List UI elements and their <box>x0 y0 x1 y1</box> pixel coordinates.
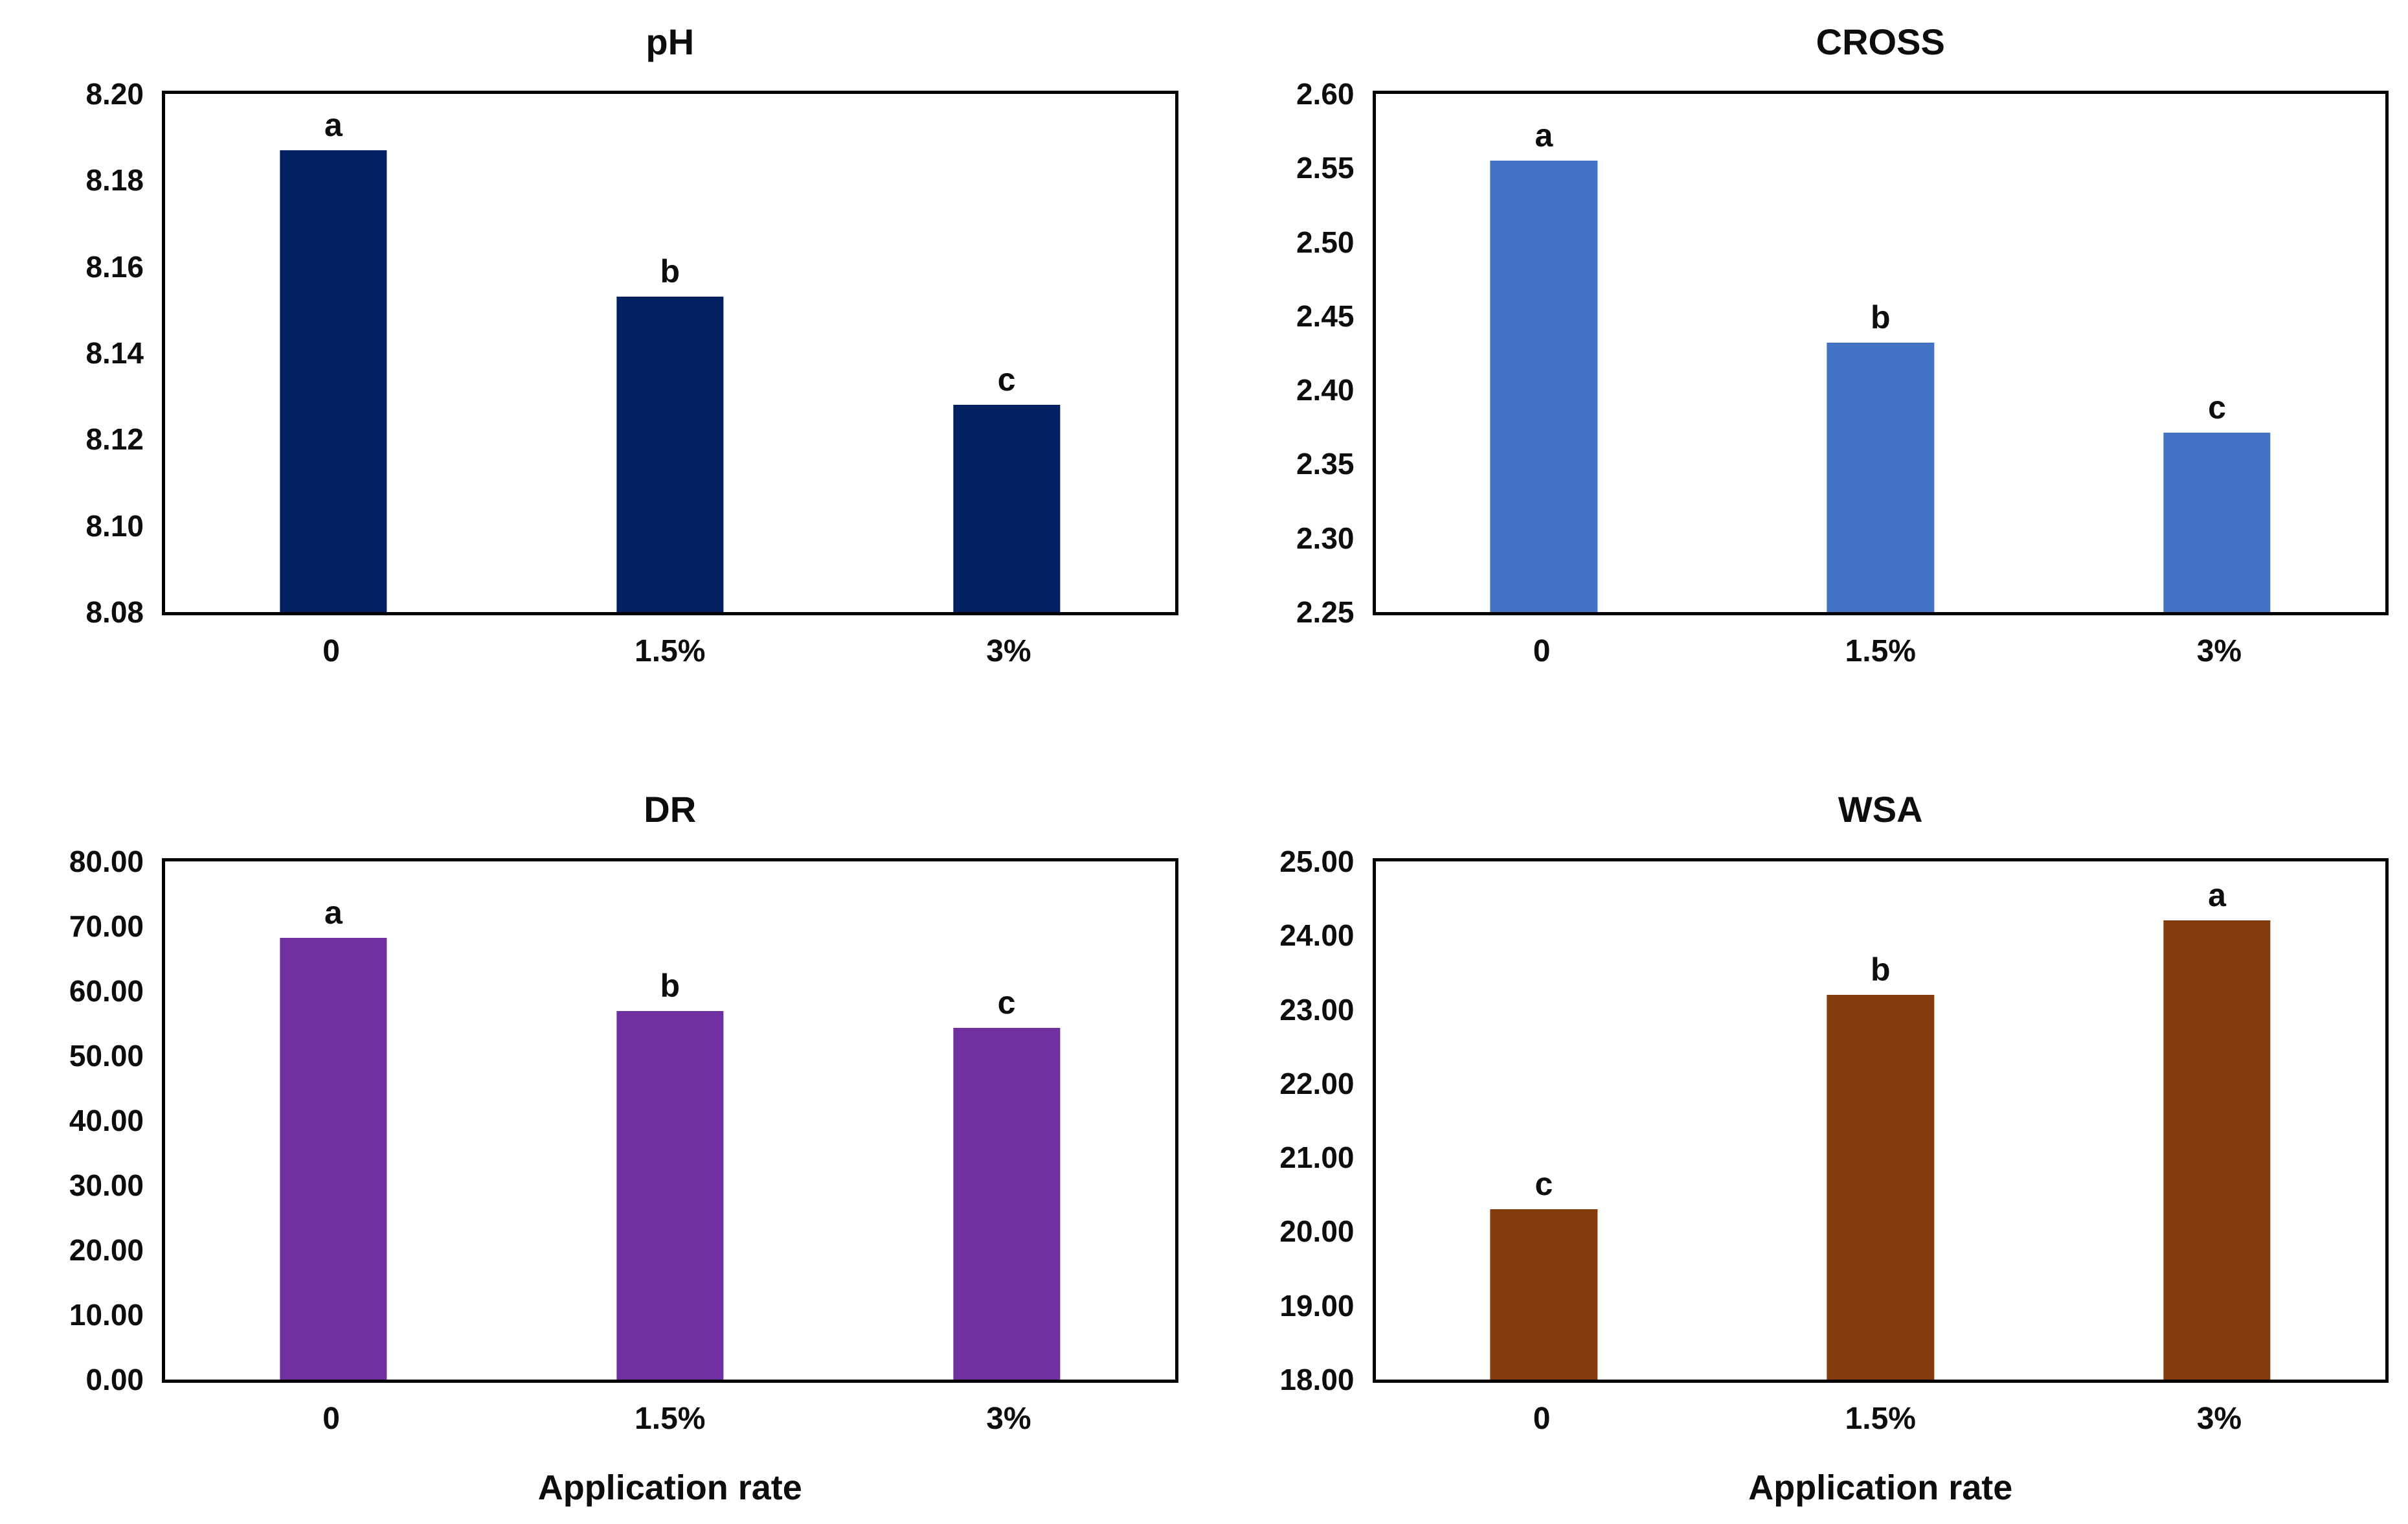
x-axis-tick-labels: 0 1.5% 3% <box>162 1401 1178 1437</box>
y-tick-label: 70.00 <box>69 909 144 943</box>
x-axis-tick-labels: 0 1.5% 3% <box>1373 633 2389 669</box>
y-tick-label: 2.25 <box>1296 595 1355 629</box>
bar-1.5% <box>616 297 724 612</box>
x-tick-label: 1.5% <box>635 634 706 668</box>
x-axis-tick-labels: 0 1.5% 3% <box>162 633 1178 669</box>
plot-area: a b c <box>1372 91 2389 615</box>
bar-letter: b <box>660 968 681 1004</box>
y-tick-label: 80.00 <box>69 845 144 878</box>
y-axis-tick-labels: 8.20 8.18 8.16 8.14 8.12 8.10 8.08 <box>13 77 162 629</box>
bar-0 <box>1490 1209 1598 1380</box>
bar-letter: b <box>1870 951 1891 988</box>
bar-3% <box>2163 920 2271 1380</box>
y-tick-label: 8.08 <box>85 595 144 629</box>
x-tick-label: 0 <box>1533 634 1551 668</box>
y-tick-label: 8.18 <box>85 163 144 198</box>
bar-letter: c <box>2208 389 2226 426</box>
plot-area: c b a <box>1372 858 2389 1383</box>
y-tick-label: 2.45 <box>1296 299 1355 333</box>
chart-wsa: WSA 25.00 24.00 23.00 22.00 21.00 20.00 19.00 1… <box>1224 787 2389 1524</box>
chart-title-cross: CROSS <box>1816 21 1945 62</box>
chart-title-wsa: WSA <box>1838 789 1923 830</box>
chart-body: 25.00 24.00 23.00 22.00 21.00 20.00 19.00 18.00… <box>1224 845 2389 1396</box>
y-tick-label: 22.00 <box>1279 1066 1355 1100</box>
y-axis-tick-labels: 2.60 2.55 2.50 2.45 2.40 2.35 2.30 2.25 <box>1224 77 1373 629</box>
chart-body: 2.60 2.55 2.50 2.45 2.40 2.35 2.30 2.25 a b c <box>1224 77 2389 629</box>
bar-1.5% <box>616 1011 724 1380</box>
y-tick-label: 0.00 <box>85 1363 144 1396</box>
y-tick-label: 2.60 <box>1296 77 1355 111</box>
bar-letter: c <box>997 361 1016 398</box>
y-tick-label: 8.12 <box>85 422 144 457</box>
x-tick-label: 3% <box>2196 1402 2242 1436</box>
x-tick-label: 0 <box>322 634 340 668</box>
bar-0 <box>1490 161 1598 612</box>
y-tick-label: 18.00 <box>1279 1363 1355 1396</box>
chart-cross: CROSS 2.60 2.55 2.50 2.45 2.40 2.35 2.30 2.25 a… <box>1224 19 2389 722</box>
x-tick-label: 1.5% <box>635 1402 706 1436</box>
y-tick-label: 8.14 <box>85 336 144 370</box>
bar-3% <box>952 405 1061 612</box>
bar-3% <box>952 1028 1061 1380</box>
bar-1.5% <box>1827 343 1934 612</box>
y-tick-label: 20.00 <box>69 1233 144 1267</box>
chart-body: 80.00 70.00 60.00 50.00 40.00 30.00 20.00 10.00… <box>13 845 1178 1396</box>
x-tick-label: 3% <box>986 634 1031 668</box>
y-tick-label: 23.00 <box>1279 992 1355 1027</box>
y-tick-label: 2.35 <box>1296 447 1355 481</box>
bar-letter: b <box>660 253 681 290</box>
y-tick-label: 60.00 <box>69 974 144 1008</box>
bar-0 <box>280 938 387 1380</box>
y-tick-label: 19.00 <box>1279 1288 1355 1323</box>
x-axis-title: Application rate <box>1748 1468 2013 1507</box>
plot-area: a b c <box>162 91 1178 615</box>
x-tick-label: 3% <box>2196 634 2242 668</box>
chart-title-ph: pH <box>646 21 695 62</box>
y-tick-label: 25.00 <box>1279 845 1355 878</box>
chart-ph: pH 8.20 8.18 8.16 8.14 8.12 8.10 8.08 a b c 0 1.5… <box>13 19 1178 722</box>
y-tick-label: 8.10 <box>85 508 144 543</box>
bar-letter: b <box>1870 299 1891 336</box>
y-tick-label: 10.00 <box>69 1298 144 1332</box>
bar-letter: c <box>1535 1166 1553 1202</box>
bar-0 <box>280 150 387 612</box>
bar-letter: a <box>1535 117 1553 154</box>
chart-title-dr: DR <box>644 789 697 830</box>
y-tick-label: 8.16 <box>85 249 144 284</box>
y-tick-label: 21.00 <box>1279 1141 1355 1175</box>
y-tick-label: 24.00 <box>1279 918 1355 953</box>
y-tick-label: 2.55 <box>1296 151 1355 185</box>
y-tick-label: 40.00 <box>69 1104 144 1137</box>
y-tick-label: 8.20 <box>85 77 144 111</box>
bar-letter: a <box>324 107 343 143</box>
bar-letter: a <box>2208 877 2226 913</box>
y-axis-tick-labels: 25.00 24.00 23.00 22.00 21.00 20.00 19.00 18.00 <box>1224 845 1373 1396</box>
x-axis-title: Application rate <box>537 1468 802 1507</box>
x-tick-label: 3% <box>986 1402 1031 1436</box>
plot-area: a b c <box>162 858 1178 1383</box>
bar-letter: a <box>324 894 343 931</box>
chart-dr: DR 80.00 70.00 60.00 50.00 40.00 30.00 20.00 10… <box>13 787 1178 1524</box>
y-tick-label: 30.00 <box>69 1168 144 1202</box>
y-tick-label: 20.00 <box>1279 1214 1355 1249</box>
bar-3% <box>2163 433 2271 612</box>
bar-1.5% <box>1827 995 1934 1380</box>
x-axis-tick-labels: 0 1.5% 3% <box>1373 1401 2389 1437</box>
y-tick-label: 50.00 <box>69 1039 144 1073</box>
chart-body: 8.20 8.18 8.16 8.14 8.12 8.10 8.08 a b c <box>13 77 1178 629</box>
y-tick-label: 2.40 <box>1296 373 1355 407</box>
x-tick-label: 1.5% <box>1845 634 1916 668</box>
y-axis-tick-labels: 80.00 70.00 60.00 50.00 40.00 30.00 20.00 10.00… <box>13 845 162 1396</box>
y-tick-label: 2.30 <box>1296 521 1355 555</box>
x-tick-label: 0 <box>322 1402 340 1436</box>
x-tick-label: 0 <box>1533 1402 1551 1436</box>
y-tick-label: 2.50 <box>1296 225 1355 259</box>
x-tick-label: 1.5% <box>1845 1402 1916 1436</box>
bar-letter: c <box>997 984 1016 1021</box>
